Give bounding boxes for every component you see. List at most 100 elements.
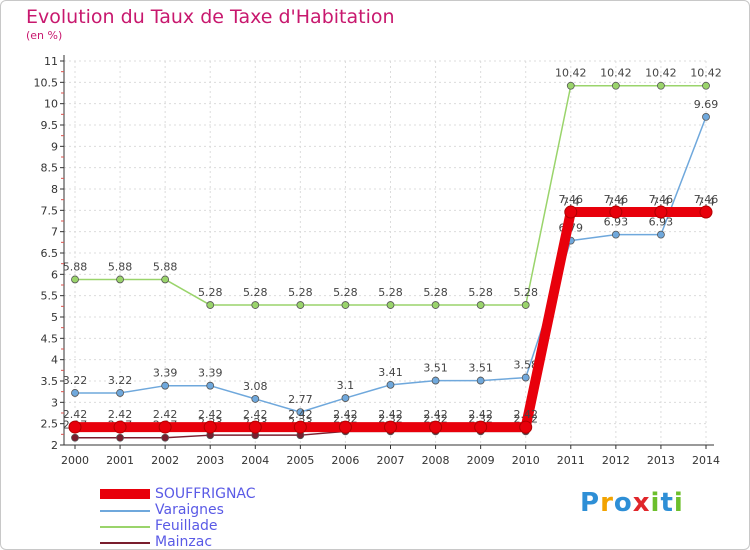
data-point-varaignes [521,373,530,382]
legend-swatch-varaignes [100,510,150,512]
data-point-feuillade [657,81,665,90]
data-label-feuillade: 5.28 [333,286,358,299]
data-label-varaignes: 3.22 [63,374,88,387]
x-tick-label: 2006 [331,454,359,467]
logo-letter: x [632,488,651,518]
data-label-feuillade: 5.28 [288,286,313,299]
data-point-feuillade [251,301,260,309]
data-point-feuillade [611,81,620,90]
data-label-feuillade: 5.88 [108,260,133,273]
data-point-feuillade [71,275,79,284]
proxiti-logo: Proxiti [580,488,684,518]
data-label-feuillade: 5.28 [513,286,538,299]
data-label-varaignes: 3.08 [243,380,268,393]
data-point-feuillade [206,301,215,309]
y-tick-label: 7 [51,226,58,239]
data-label-mainzac: 7.4 [607,196,625,209]
data-point-feuillade [296,301,305,309]
data-point-souffrignac [609,205,623,219]
data-label-feuillade: 5.88 [63,260,88,273]
data-point-varaignes [341,394,350,402]
data-label-feuillade: 10.42 [555,67,587,80]
logo-letter: i [650,488,661,518]
data-label-souffrignac: 2.42 [63,408,88,421]
legend-label-feuillade: Feuillade [155,518,218,534]
x-tick-label: 2000 [61,454,89,467]
data-point-varaignes [116,389,124,397]
data-label-souffrignac: 2.42 [513,408,538,421]
data-point-feuillade [702,81,710,90]
data-point-souffrignac [248,420,262,434]
data-label-souffrignac: 2.42 [468,408,493,421]
data-point-varaignes [296,408,305,417]
y-tick-label: 9 [51,140,58,153]
x-tick-label: 2009 [467,454,495,467]
logo-letter: i [673,488,684,518]
data-point-mainzac [116,433,124,442]
x-tick-label: 2012 [602,454,630,467]
data-point-souffrignac [519,420,533,434]
data-label-mainzac: 7.4 [562,196,580,209]
data-point-feuillade [341,301,350,309]
legend-swatch-mainzac [100,542,150,544]
data-point-feuillade [116,275,124,284]
y-tick-label: 6 [51,268,58,281]
x-tick-label: 2013 [647,454,675,467]
data-label-feuillade: 5.28 [423,286,448,299]
x-tick-label: 2004 [241,454,269,467]
legend-item-feuillade: Feuillade [100,518,340,534]
data-label-varaignes: 6.93 [604,216,629,229]
data-point-varaignes [206,381,215,390]
y-tick-label: 9.5 [41,119,59,132]
series-line-souffrignac [75,207,706,433]
y-tick-label: 11 [44,55,58,68]
x-tick-label: 2005 [286,454,314,467]
data-point-souffrignac [699,205,713,219]
y-tick-label: 4.5 [41,332,59,345]
data-label-feuillade: 10.42 [645,67,677,80]
data-point-feuillade [431,301,440,309]
data-label-varaignes: 3.51 [423,362,448,375]
y-tick-label: 2 [51,439,58,452]
data-point-varaignes [251,395,260,403]
data-label-feuillade: 10.42 [690,67,722,80]
data-point-varaignes [161,381,170,390]
data-label-souffrignac: 7.46 [649,193,674,206]
legend-label-varaignes: Varaignes [155,502,224,518]
data-label-feuillade: 5.28 [198,286,223,299]
y-tick-label: 5.5 [41,290,59,303]
logo-letter: o [613,488,633,518]
y-tick-label: 8.5 [41,162,59,175]
x-tick-label: 2001 [106,454,134,467]
data-point-feuillade [521,301,530,309]
data-label-varaignes: 3.51 [468,362,493,375]
x-tick-label: 2011 [557,454,585,467]
data-point-souffrignac [564,205,578,219]
data-label-souffrignac: 2.42 [243,408,268,421]
chart-title: Evolution du Taux de Taxe d'Habitation [26,6,395,28]
data-point-varaignes [611,230,620,239]
data-label-varaignes: 3.39 [153,367,178,380]
data-point-varaignes [657,230,665,239]
logo-letter: r [600,488,614,518]
legend-item-mainzac: Mainzac [100,534,340,550]
y-tick-label: 10 [44,98,58,111]
data-point-souffrignac [293,420,307,434]
y-tick-label: 3.5 [41,375,59,388]
data-label-feuillade: 5.88 [153,260,178,273]
logo-letter: P [580,488,601,518]
data-label-souffrignac: 2.42 [423,408,448,421]
data-label-varaignes: 9.69 [694,98,719,111]
x-tick-label: 2008 [422,454,450,467]
data-point-mainzac [71,433,79,442]
legend: SOUFFRIGNAC Varaignes Feuillade Mainzac [100,486,340,550]
data-label-varaignes: 3.41 [378,366,403,379]
data-point-souffrignac [68,420,82,434]
y-tick-label: 4 [51,354,58,367]
x-tick-label: 2007 [377,454,405,467]
x-tick-label: 2003 [196,454,224,467]
data-label-souffrignac: 7.46 [559,193,584,206]
data-point-feuillade [566,81,575,90]
